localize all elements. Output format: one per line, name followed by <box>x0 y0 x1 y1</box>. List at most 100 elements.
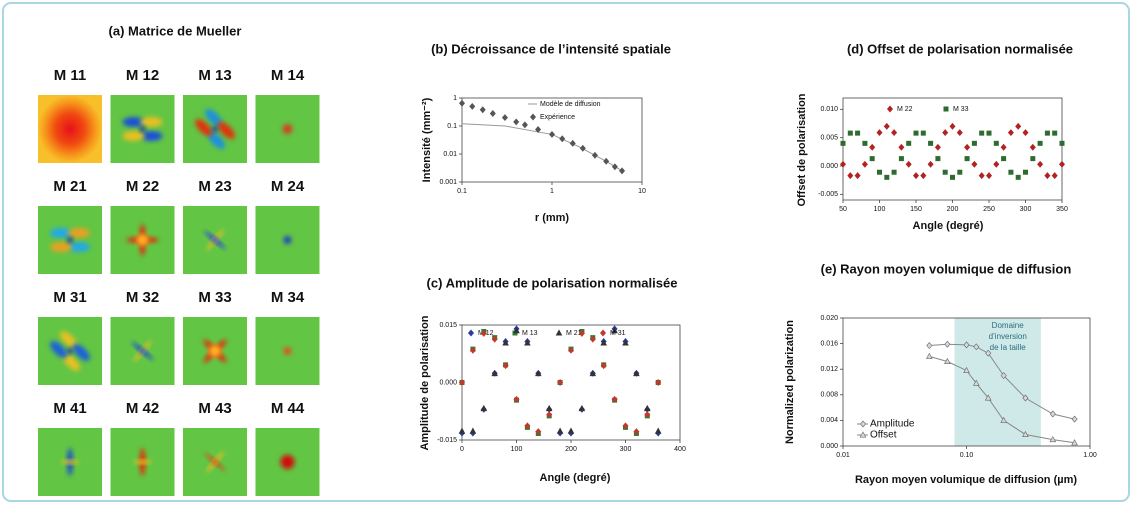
legend-marker <box>860 420 866 428</box>
x-axis-label: Angle (degré) <box>913 220 984 232</box>
marker <box>964 156 970 162</box>
legend-marker <box>943 106 949 112</box>
matrix-image <box>38 317 102 385</box>
marker <box>944 340 951 348</box>
marker <box>600 362 607 370</box>
marker <box>469 102 476 110</box>
matrix-image <box>38 428 102 496</box>
marker <box>971 160 978 168</box>
pattern <box>67 237 73 243</box>
pattern <box>72 343 90 361</box>
legend-label: Modèle de diffusion <box>540 101 601 108</box>
marker <box>578 329 585 337</box>
marker <box>535 428 542 436</box>
marker <box>891 129 898 137</box>
y-tick-label: 0.015 <box>439 322 457 329</box>
marker <box>546 411 553 419</box>
marker <box>643 404 651 412</box>
y-tick-label: 0.1 <box>447 123 457 130</box>
marker <box>568 346 574 354</box>
pattern <box>283 347 292 355</box>
marker <box>972 379 980 386</box>
matrix-image <box>255 206 320 274</box>
legend-label: Amplitude <box>870 419 915 430</box>
marker <box>883 122 890 130</box>
annotation: Domaine <box>992 321 1025 330</box>
marker <box>876 129 883 137</box>
matrix-image <box>38 95 102 163</box>
matrix-label: M 44 <box>271 400 305 417</box>
legend-label: M 33 <box>953 106 969 113</box>
y-tick-label: 0.016 <box>820 340 838 347</box>
marker <box>985 349 992 357</box>
marker <box>1022 394 1029 402</box>
marker <box>1015 174 1021 180</box>
marker <box>1022 430 1029 437</box>
chart-title: (e) Rayon moyen volumique de diffusion <box>821 261 1072 276</box>
shaded-band <box>954 318 1041 446</box>
chart-title: (c) Amplitude de polarisation normalisée <box>427 275 678 290</box>
marker <box>480 404 488 412</box>
marker <box>513 395 520 403</box>
marker <box>956 129 963 137</box>
marker <box>944 357 951 365</box>
marker <box>1049 435 1057 443</box>
marker <box>559 135 566 143</box>
marker <box>1037 160 1044 168</box>
marker <box>591 151 598 159</box>
marker <box>993 140 999 146</box>
marker <box>847 130 853 136</box>
marker <box>549 130 555 138</box>
marker <box>935 156 941 162</box>
pattern <box>139 348 146 354</box>
matrix-image <box>110 428 175 496</box>
matrix-image <box>255 317 320 385</box>
marker <box>876 169 882 175</box>
marker <box>1071 415 1078 423</box>
marker <box>869 156 875 162</box>
marker <box>934 143 941 151</box>
legend-label: M 22 <box>897 106 913 113</box>
marker <box>502 339 509 346</box>
pattern <box>68 242 90 252</box>
marker <box>611 327 618 334</box>
legend-marker <box>887 105 893 113</box>
matrix-label: M 11 <box>54 67 87 84</box>
x-tick-label: 1 <box>550 188 554 195</box>
marker <box>1037 140 1043 146</box>
marker <box>1001 156 1007 162</box>
marker <box>1007 129 1014 137</box>
marker <box>942 169 948 175</box>
y-axis-label: Offset de polarisation <box>796 93 808 206</box>
annotation: d’inversion <box>989 332 1027 341</box>
marker <box>1022 129 1029 137</box>
pattern <box>122 117 145 127</box>
legend-marker <box>600 329 606 337</box>
pattern <box>212 126 218 132</box>
marker <box>619 167 626 175</box>
matrix-label: M 22 <box>126 178 159 195</box>
matrix-label: M 12 <box>126 67 159 84</box>
marker <box>513 327 520 334</box>
marker <box>611 163 618 171</box>
image-bg <box>38 95 102 163</box>
y-tick-label: 0.012 <box>820 366 838 373</box>
marker <box>479 106 486 114</box>
marker <box>906 140 912 146</box>
marker <box>1000 416 1007 423</box>
y-tick-label: 0.01 <box>443 151 457 158</box>
x-tick-label: 300 <box>1020 206 1032 213</box>
pattern <box>207 131 225 149</box>
panel-a-title: (a) Matrice de Mueller <box>109 23 242 38</box>
matrix-label: M 24 <box>271 178 305 195</box>
marker <box>458 427 466 434</box>
y-tick-label: 0.008 <box>820 392 838 399</box>
matrix-image <box>38 206 102 274</box>
marker <box>891 169 897 175</box>
marker <box>567 427 575 434</box>
x-tick-label: 10 <box>638 188 646 195</box>
pattern <box>280 455 295 469</box>
marker <box>491 335 498 343</box>
